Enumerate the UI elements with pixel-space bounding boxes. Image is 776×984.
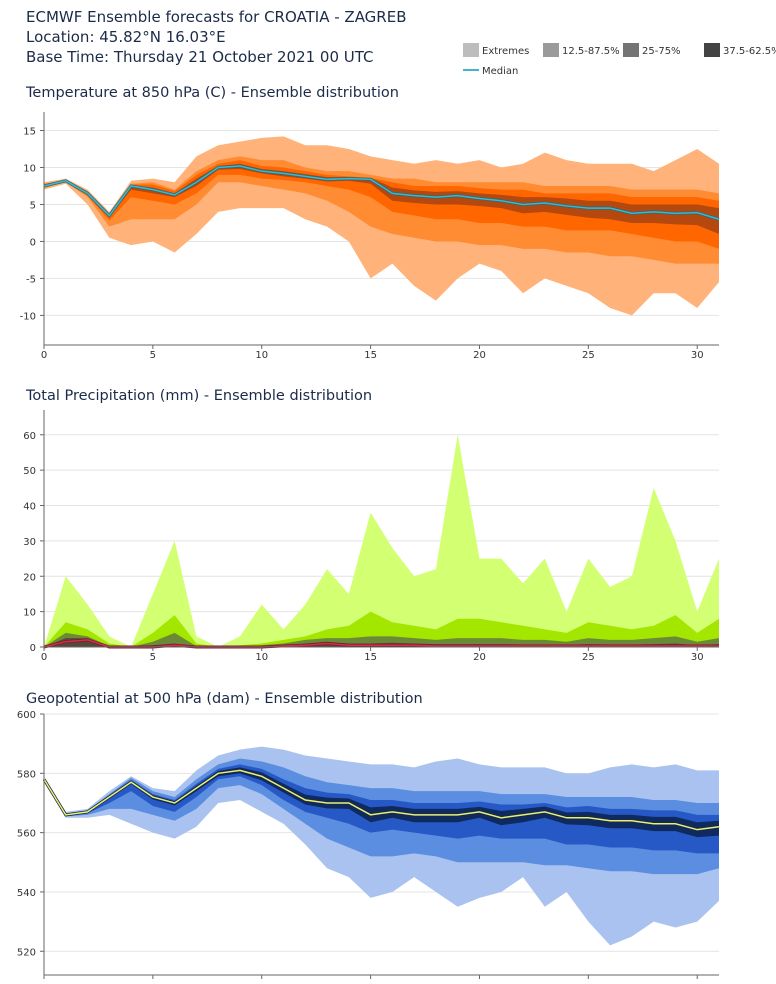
- x-tick-label: 10: [255, 350, 268, 361]
- panel-title: Geopotential at 500 hPa (dam) - Ensemble…: [26, 691, 423, 707]
- y-tick-label: 10: [23, 163, 36, 174]
- y-tick-label: 10: [23, 608, 36, 619]
- band: [44, 632, 719, 647]
- y-tick-label: -5: [26, 274, 36, 285]
- y-tick-label: 580: [17, 769, 36, 780]
- band: [44, 611, 719, 647]
- band: [44, 156, 719, 264]
- y-tick-label: 600: [17, 710, 36, 721]
- x-tick-label: 25: [582, 652, 595, 663]
- y-tick-label: 0: [30, 237, 36, 248]
- header-line: Location: 45.82°N 16.03°E: [26, 28, 226, 46]
- legend-label: 25-75%: [642, 46, 681, 57]
- legend-label: Median: [482, 66, 518, 77]
- y-tick-label: 15: [23, 126, 36, 137]
- band: [44, 767, 719, 838]
- x-tick-label: 5: [150, 350, 156, 361]
- legend-swatch: [704, 43, 720, 57]
- legend-swatch: [463, 43, 479, 57]
- y-tick-label: 5: [30, 200, 36, 211]
- x-tick-label: 0: [41, 652, 47, 663]
- header-line: Base Time: Thursday 21 October 2021 00 U…: [26, 48, 374, 66]
- x-tick-label: 15: [364, 652, 377, 663]
- x-tick-label: 0: [41, 350, 47, 361]
- legend-label: 37.5-62.5%: [723, 46, 776, 57]
- x-tick-label: 30: [691, 350, 704, 361]
- y-tick-label: 0: [30, 643, 36, 654]
- x-tick-label: 25: [582, 350, 595, 361]
- y-tick-label: 60: [23, 431, 36, 442]
- panel-title: Total Precipitation (mm) - Ensemble dist…: [25, 388, 372, 404]
- y-tick-label: 30: [23, 537, 36, 548]
- x-tick-label: 30: [691, 652, 704, 663]
- y-tick-label: 540: [17, 888, 36, 899]
- median-line: [43, 165, 720, 220]
- y-tick-label: 20: [23, 572, 36, 583]
- y-tick-label: 50: [23, 466, 36, 477]
- legend-label: 12.5-87.5%: [562, 46, 620, 57]
- band: [44, 160, 719, 249]
- y-tick-label: 560: [17, 829, 36, 840]
- x-tick-label: 10: [255, 652, 268, 663]
- x-tick-label: 20: [473, 350, 486, 361]
- y-tick-label: -10: [20, 311, 36, 322]
- legend-swatch: [623, 43, 639, 57]
- y-tick-label: 40: [23, 502, 36, 513]
- y-tick-label: 520: [17, 947, 36, 958]
- panel-title: Temperature at 850 hPa (C) - Ensemble di…: [25, 85, 399, 101]
- legend-label: Extremes: [482, 46, 529, 57]
- band: [44, 434, 719, 647]
- x-tick-label: 5: [150, 652, 156, 663]
- x-tick-label: 20: [473, 652, 486, 663]
- median-line: [43, 769, 720, 831]
- header-line: ECMWF Ensemble forecasts for CROATIA - Z…: [26, 8, 407, 26]
- x-tick-label: 15: [364, 350, 377, 361]
- legend-swatch: [543, 43, 559, 57]
